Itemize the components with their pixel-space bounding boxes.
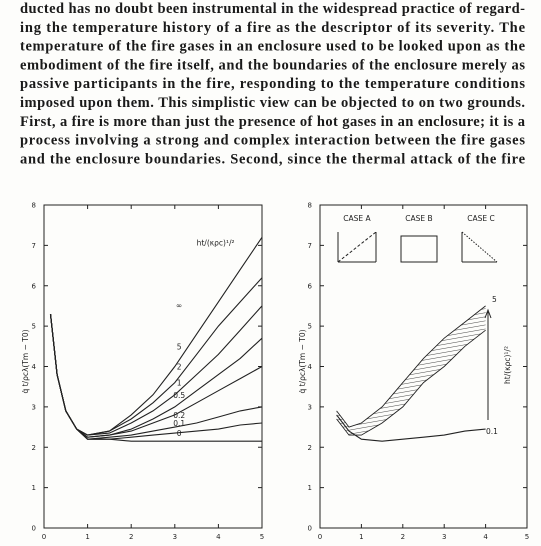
y-tick-label: 3	[308, 403, 312, 411]
x-tick-label: 4	[216, 533, 221, 541]
y-tick-label: 8	[308, 202, 312, 210]
paragraph-line: temperature of the fire gases in an encl…	[20, 39, 526, 55]
y-tick-label: 1	[32, 484, 36, 492]
y-tick-label: 2	[32, 444, 36, 452]
parameter-label: ht/(κρc)¹/²	[503, 346, 512, 384]
curve-label: 0.1	[486, 427, 498, 436]
y-tick-label: 1	[308, 484, 312, 492]
case-label: CASE C	[467, 214, 495, 223]
y-tick-label: 4	[32, 363, 37, 371]
y-tick-label: 6	[32, 282, 37, 290]
x-tick-label: 3	[442, 533, 446, 541]
paragraph-line: imposed upon them. This simplistic view …	[20, 95, 525, 111]
paragraph-line: ducted has no doubt been instrumental in…	[20, 1, 525, 17]
y-tick-label: 5	[308, 323, 312, 331]
parameter-label: ht/(κρc)¹/²	[197, 238, 235, 247]
curve-label: 0.1	[173, 419, 185, 428]
curve	[49, 313, 263, 438]
x-tick-label: 4	[483, 533, 488, 541]
curve-label: 1	[177, 379, 182, 388]
curve-label: ∞	[176, 301, 182, 310]
curve	[336, 414, 486, 442]
case-label: CASE B	[405, 214, 432, 223]
curve-label: 5	[177, 342, 182, 351]
y-tick-label: 8	[32, 202, 36, 210]
x-tick-label: 0	[42, 533, 46, 541]
curve	[49, 313, 263, 440]
curve	[49, 236, 263, 436]
curve	[49, 313, 263, 440]
x-tick-label: 5	[260, 533, 264, 541]
curve-label: 2	[177, 363, 182, 372]
y-tick-label: 7	[308, 242, 312, 250]
x-tick-label: 0	[318, 533, 322, 541]
y-tick-label: 4	[308, 363, 313, 371]
y-axis-label: q̇ t/ρcλ(Tm − T0)	[298, 329, 307, 393]
curve	[49, 313, 262, 442]
band-upper	[336, 305, 486, 428]
y-tick-label: 7	[32, 242, 36, 250]
x-tick-label: 1	[359, 533, 363, 541]
curve	[49, 277, 263, 436]
y-tick-label: 6	[308, 282, 313, 290]
curve	[49, 313, 263, 438]
curve	[49, 305, 263, 436]
y-tick-label: 0	[32, 525, 36, 533]
y-tick-label: 0	[308, 525, 312, 533]
y-tick-label: 5	[32, 323, 36, 331]
band-area	[336, 305, 486, 436]
param-arrow	[484, 308, 492, 420]
band-label: 5	[492, 295, 497, 304]
y-tick-label: 2	[308, 444, 312, 452]
band-lower	[336, 329, 486, 436]
curve-label: 0	[177, 429, 182, 438]
paragraph-line: embodiment of the fire itself, and the b…	[20, 57, 525, 73]
y-axis-label: q̇ t/ρcλ(Tm − T0)	[21, 329, 30, 393]
x-tick-label: 5	[525, 533, 529, 541]
x-tick-label: 2	[401, 533, 405, 541]
case-label: CASE A	[343, 214, 371, 223]
case-insets	[337, 231, 498, 263]
curve-label: 0.5	[173, 391, 185, 400]
x-tick-label: 3	[173, 533, 177, 541]
paragraph-line: passive participants in the fire, respon…	[20, 76, 525, 92]
y-tick-label: 3	[32, 403, 36, 411]
x-tick-label: 1	[85, 533, 89, 541]
curve-label: 0.2	[173, 411, 185, 420]
x-tick-label: 2	[129, 533, 133, 541]
paragraph-line: and the enclosure boundaries. Second, si…	[20, 151, 526, 167]
paragraph-line: ing the temperature history of a fire as…	[20, 20, 526, 36]
paragraph-line: process involving a strong and complex i…	[20, 133, 525, 149]
paragraph-line: First, a fire is more than just the pres…	[20, 114, 526, 130]
